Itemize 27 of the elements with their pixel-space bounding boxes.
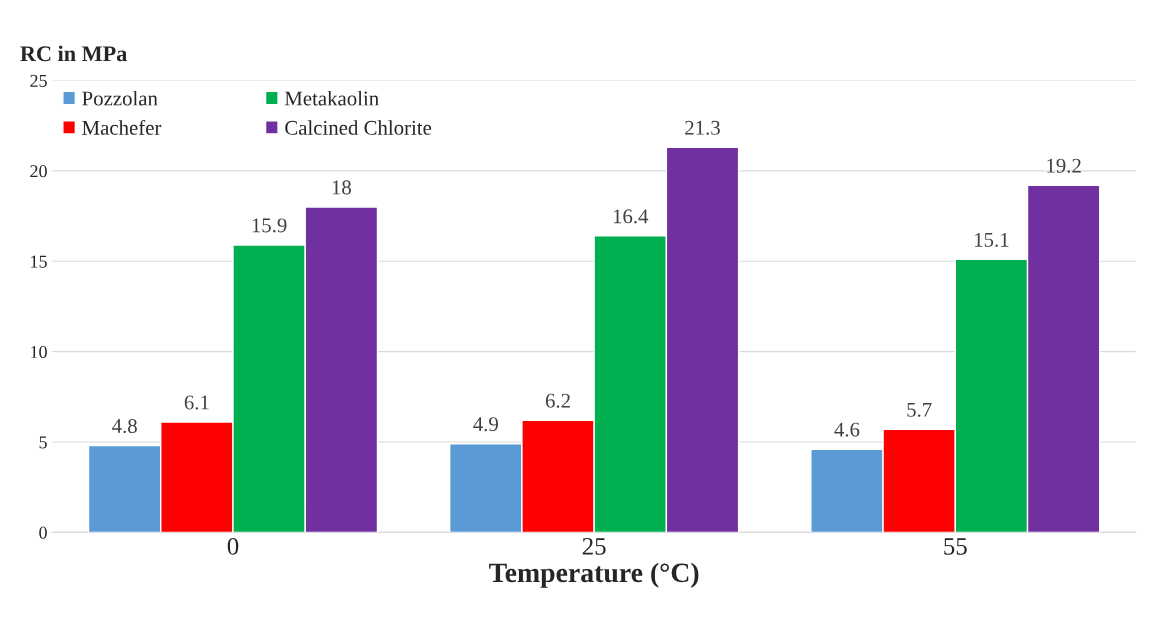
legend-label: Calcined Chlorite bbox=[285, 120, 432, 135]
x-axis-title: Temperature (°C) bbox=[489, 562, 699, 588]
data-label: 19.2 bbox=[1047, 158, 1081, 173]
data-label: 4.8 bbox=[112, 418, 137, 434]
y-tick-label: 15 bbox=[31, 255, 47, 268]
y-tick-label: 5 bbox=[39, 436, 47, 449]
y-tick-label: 0 bbox=[39, 526, 47, 539]
data-label: 4.6 bbox=[834, 422, 860, 437]
legend-label: Machefer bbox=[82, 119, 162, 135]
chart-title: RC in MPa bbox=[20, 45, 127, 62]
x-tick-label: 25 bbox=[582, 537, 606, 555]
legend-label: Pozzolan bbox=[82, 90, 158, 106]
y-tick-label: 10 bbox=[31, 345, 47, 359]
data-label: 15.1 bbox=[975, 232, 1009, 247]
data-label: 4.9 bbox=[473, 417, 498, 432]
y-tick-label: 20 bbox=[30, 165, 47, 178]
data-label: 6.1 bbox=[184, 395, 209, 410]
x-tick-label: 55 bbox=[944, 538, 967, 555]
data-label: 15.9 bbox=[252, 218, 287, 233]
y-tick-label: 25 bbox=[30, 74, 47, 87]
data-label: 5.7 bbox=[907, 402, 932, 417]
data-label: 21.3 bbox=[685, 120, 720, 135]
x-tick-label: 0 bbox=[227, 537, 239, 555]
data-label: 18 bbox=[332, 180, 351, 195]
legend-label: Metakaolin bbox=[284, 90, 379, 106]
data-label: 6.2 bbox=[545, 393, 570, 408]
data-label: 16.4 bbox=[613, 209, 649, 224]
